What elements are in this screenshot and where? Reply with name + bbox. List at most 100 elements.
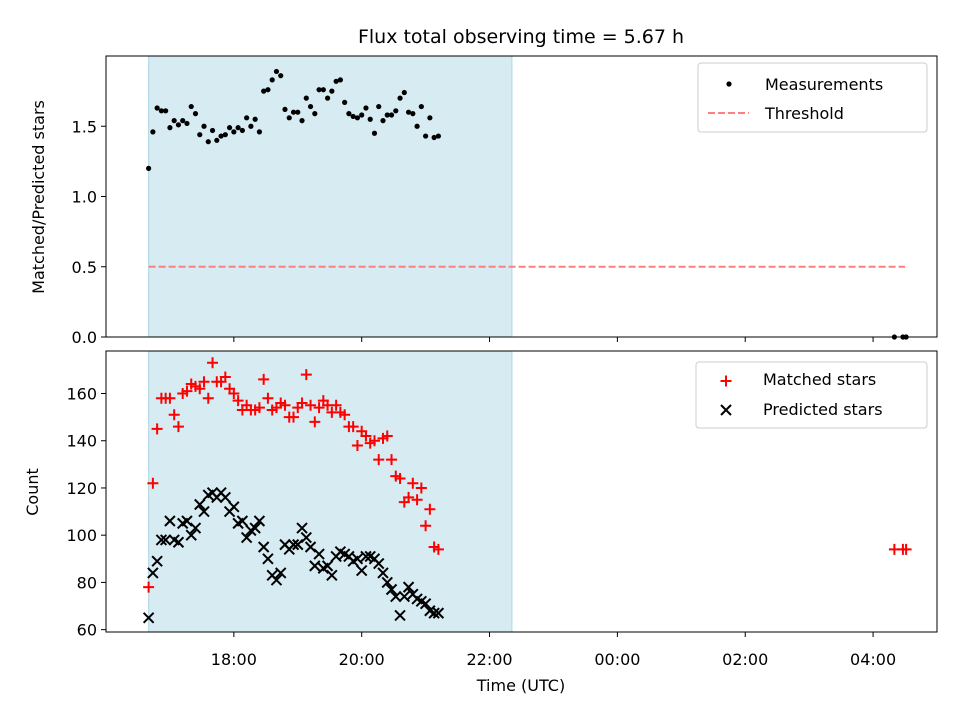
matched-star-point [313, 402, 325, 414]
top-axes-frame [105, 55, 938, 338]
predicted-star-point [419, 597, 432, 610]
measurement-point [205, 139, 211, 145]
measurement-point [188, 103, 194, 110]
predicted-star-point [228, 501, 240, 513]
measurement-point [333, 78, 339, 84]
measurement-point [146, 165, 152, 171]
measurement-point [201, 123, 207, 129]
legend-box [697, 62, 928, 133]
predicted-star-point [381, 576, 393, 589]
matched-star-point [262, 392, 274, 404]
y-tick-label: 120 [66, 479, 97, 498]
legend-box [695, 361, 928, 429]
predicted-star-point [159, 534, 172, 546]
measurement-point [393, 108, 399, 114]
predicted-star-point [292, 538, 304, 551]
matched-star-point [198, 376, 210, 388]
matched-star-point [360, 430, 372, 442]
measurement-point [431, 134, 437, 141]
measurement-point [167, 125, 173, 131]
predicted-star-point [402, 581, 415, 593]
predicted-star-point [428, 607, 440, 619]
predicted-star-point [360, 550, 372, 563]
measurement-point [209, 127, 216, 134]
measurement-point [192, 111, 199, 117]
measurement-point [388, 112, 395, 118]
y-tick-label: 60 [77, 621, 97, 640]
measurement-point [414, 123, 420, 129]
x-tick-label: 02:00 [722, 650, 768, 669]
y-tick-label: 80 [77, 573, 97, 592]
predicted-star-point [304, 541, 317, 553]
measurement-point [278, 73, 284, 79]
predicted-star-point [313, 548, 325, 560]
x-tick-label: 00:00 [594, 650, 640, 669]
chart-title: Flux total observing time = 5.67 h [358, 26, 684, 48]
measurement-point [269, 77, 275, 83]
matched-star-point [432, 543, 444, 555]
measurement-point [307, 103, 314, 110]
measurement-point [363, 105, 369, 111]
x-tick-label: 22:00 [466, 650, 512, 669]
legend-marker-predicted [720, 404, 732, 416]
matched-star-point [181, 385, 193, 397]
measurement-point [359, 112, 365, 118]
measurement-point [197, 132, 203, 138]
measurement-point [320, 87, 326, 93]
measurement-point [371, 130, 378, 136]
matched-star-point [168, 409, 180, 421]
observing-window-span [148, 55, 513, 338]
legend-marker-measurements [726, 81, 732, 87]
predicted-star-point [287, 538, 300, 551]
matched-star-point [407, 477, 419, 489]
measurement-point [184, 120, 190, 127]
y-tick-label: 100 [66, 526, 97, 545]
measurement-point [154, 105, 160, 111]
measurement-point [295, 109, 301, 115]
measurement-point [380, 118, 386, 124]
predicted-star-point [270, 574, 283, 586]
y-tick-label: 160 [66, 385, 97, 404]
matched-star-point [172, 421, 184, 433]
measurement-point [384, 112, 390, 118]
y-tick-label: 0.0 [72, 328, 97, 347]
matched-star-point [207, 357, 219, 369]
bottom-axes: 60 80 100 120 140 160 18:00 20:00 22:00 00:00 02:0… [66, 350, 938, 669]
measurement-point [401, 89, 407, 96]
matched-star-point [351, 439, 363, 451]
predicted-star-point [198, 505, 210, 518]
measurement-point [273, 68, 280, 75]
predicted-star-point [394, 609, 406, 622]
predicted-star-point [309, 560, 321, 572]
matched-star-point [330, 399, 342, 411]
predicted-star-point [240, 531, 253, 544]
predicted-star-point [253, 515, 266, 527]
matched-star-point [151, 423, 163, 435]
measurement-point [418, 103, 424, 110]
measurement-point [235, 125, 241, 131]
top-y-axis-label: Matched/Predicted stars [29, 100, 48, 294]
matched-star-point [300, 369, 312, 381]
matched-star-point [288, 411, 300, 423]
measurement-point [312, 111, 318, 117]
measurement-point [316, 87, 322, 93]
legend-label-matched: Matched stars [763, 370, 876, 389]
y-tick-label: 0.5 [72, 258, 97, 277]
measurement-point [252, 116, 258, 122]
matched-star-point [147, 477, 159, 489]
x-tick-label: 18:00 [211, 650, 257, 669]
matched-star-point [339, 409, 351, 421]
predicted-star-point [377, 567, 389, 579]
matched-star-point [228, 388, 240, 400]
measurement-point [214, 137, 220, 143]
legend-label-measurements: Measurements [765, 75, 883, 94]
matched-star-point [403, 491, 415, 503]
matched-star-point [296, 397, 308, 409]
measurement-point [175, 122, 182, 128]
predicted-star-point [147, 567, 159, 579]
predicted-star-point [219, 491, 232, 504]
measurement-point [354, 115, 361, 121]
predicted-star-point [142, 612, 155, 624]
matched-star-point [900, 543, 912, 555]
predicted-star-point [151, 555, 163, 567]
